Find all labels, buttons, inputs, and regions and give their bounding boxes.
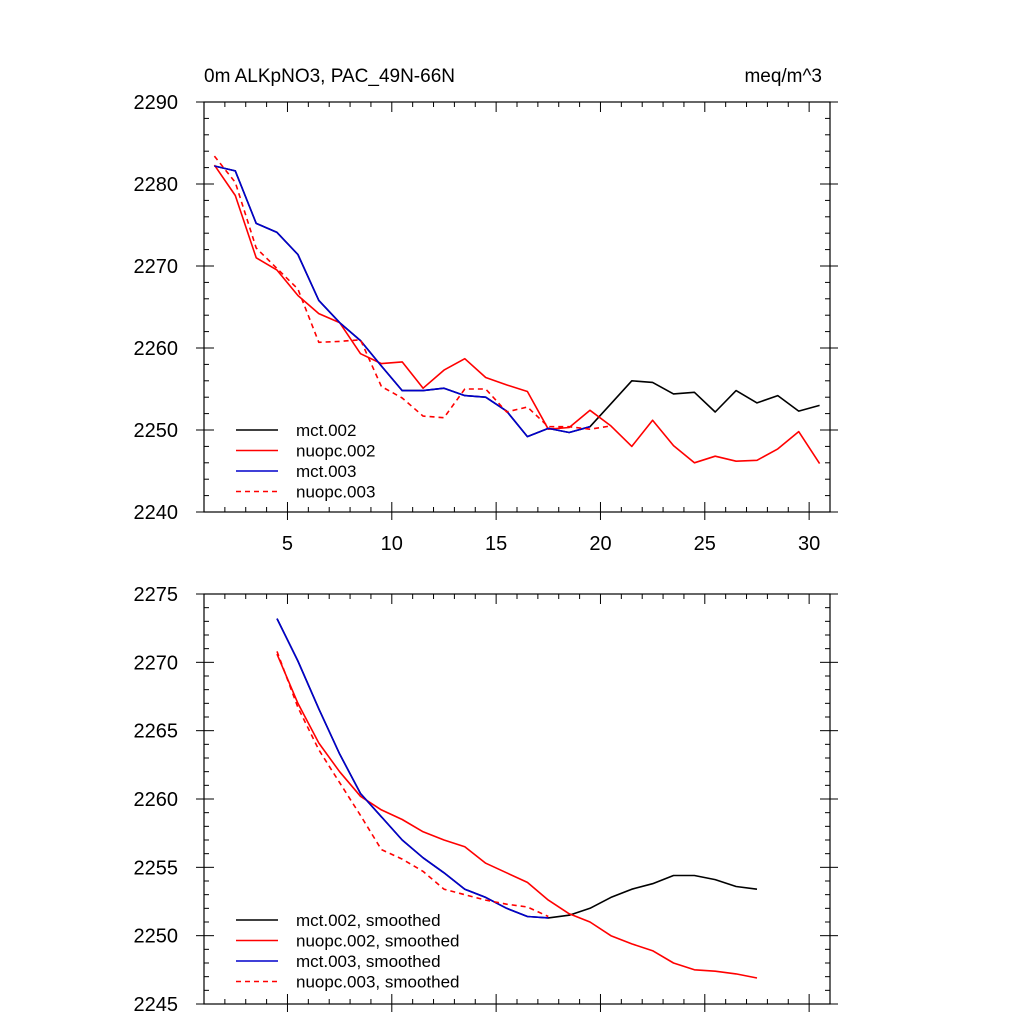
legend-label: nuopc.002, smoothed (296, 932, 460, 951)
series-line-mct-003 (214, 165, 591, 438)
x-tick-label: 25 (694, 533, 716, 555)
legend-label: mct.002 (296, 421, 356, 440)
y-tick-label: 2240 (134, 502, 179, 524)
series-line-nuopc-002 (213, 164, 821, 465)
legend-label: mct.002, smoothed (296, 911, 441, 930)
x-tick-label: 20 (589, 533, 611, 555)
y-tick-label: 2275 (134, 584, 179, 606)
series-line-nuopc-002-smoothed (276, 653, 758, 979)
y-tick-labels: 2240 2250 2260 2270 2280 2290 (134, 92, 179, 524)
y-tick-label: 2280 (134, 174, 179, 196)
y-tick-label: 2270 (134, 256, 179, 278)
chart-units: meq/m^3 (744, 66, 822, 87)
top-panel: 0m ALKpNO3, PAC_49N-66N meq/m^3 5 10 15 20 2… (134, 66, 838, 555)
series-line-nuopc-003 (213, 155, 612, 431)
y-tick-label: 2270 (134, 652, 179, 674)
legend-label: nuopc.002 (296, 442, 375, 461)
legend-label: mct.003 (296, 462, 356, 481)
legend: mct.002, smoothed nuopc.002, smoothedmct.… (236, 911, 460, 992)
chart-title: 0m ALKpNO3, PAC_49N-66N (204, 66, 455, 87)
tick-marks (196, 593, 838, 1012)
x-tick-labels: 5 10 15 20 25 30 (282, 533, 820, 555)
y-tick-label: 2290 (134, 92, 179, 114)
series-line-nuopc-003-smoothed (276, 651, 549, 918)
legend-label: nuopc.003, smoothed (296, 973, 460, 992)
legend-label: nuopc.003 (296, 483, 375, 502)
y-tick-label: 2265 (134, 721, 179, 743)
series-lines (213, 155, 821, 465)
x-tick-label: 5 (282, 533, 293, 555)
series-line-mct-002-smoothed (276, 618, 758, 919)
y-tick-label: 2245 (134, 994, 179, 1016)
y-tick-label: 2255 (134, 857, 179, 879)
series-lines (276, 618, 758, 979)
y-tick-labels: 2245 2250 2255 2260 2265 2270 2275 (134, 584, 179, 1016)
x-tick-label: 30 (798, 533, 820, 555)
x-tick-label: 15 (485, 533, 507, 555)
y-tick-label: 2250 (134, 420, 179, 442)
x-tick-label: 10 (381, 533, 403, 555)
y-tick-label: 2260 (134, 789, 179, 811)
y-tick-label: 2250 (134, 926, 179, 948)
legend-label: mct.003, smoothed (296, 952, 441, 971)
tick-marks (196, 101, 838, 520)
bottom-panel: 2245 2250 2255 2260 2265 2270 2275 mct.002, sm… (134, 584, 838, 1016)
series-line-mct-003-smoothed (276, 618, 549, 919)
y-tick-label: 2260 (134, 338, 179, 360)
